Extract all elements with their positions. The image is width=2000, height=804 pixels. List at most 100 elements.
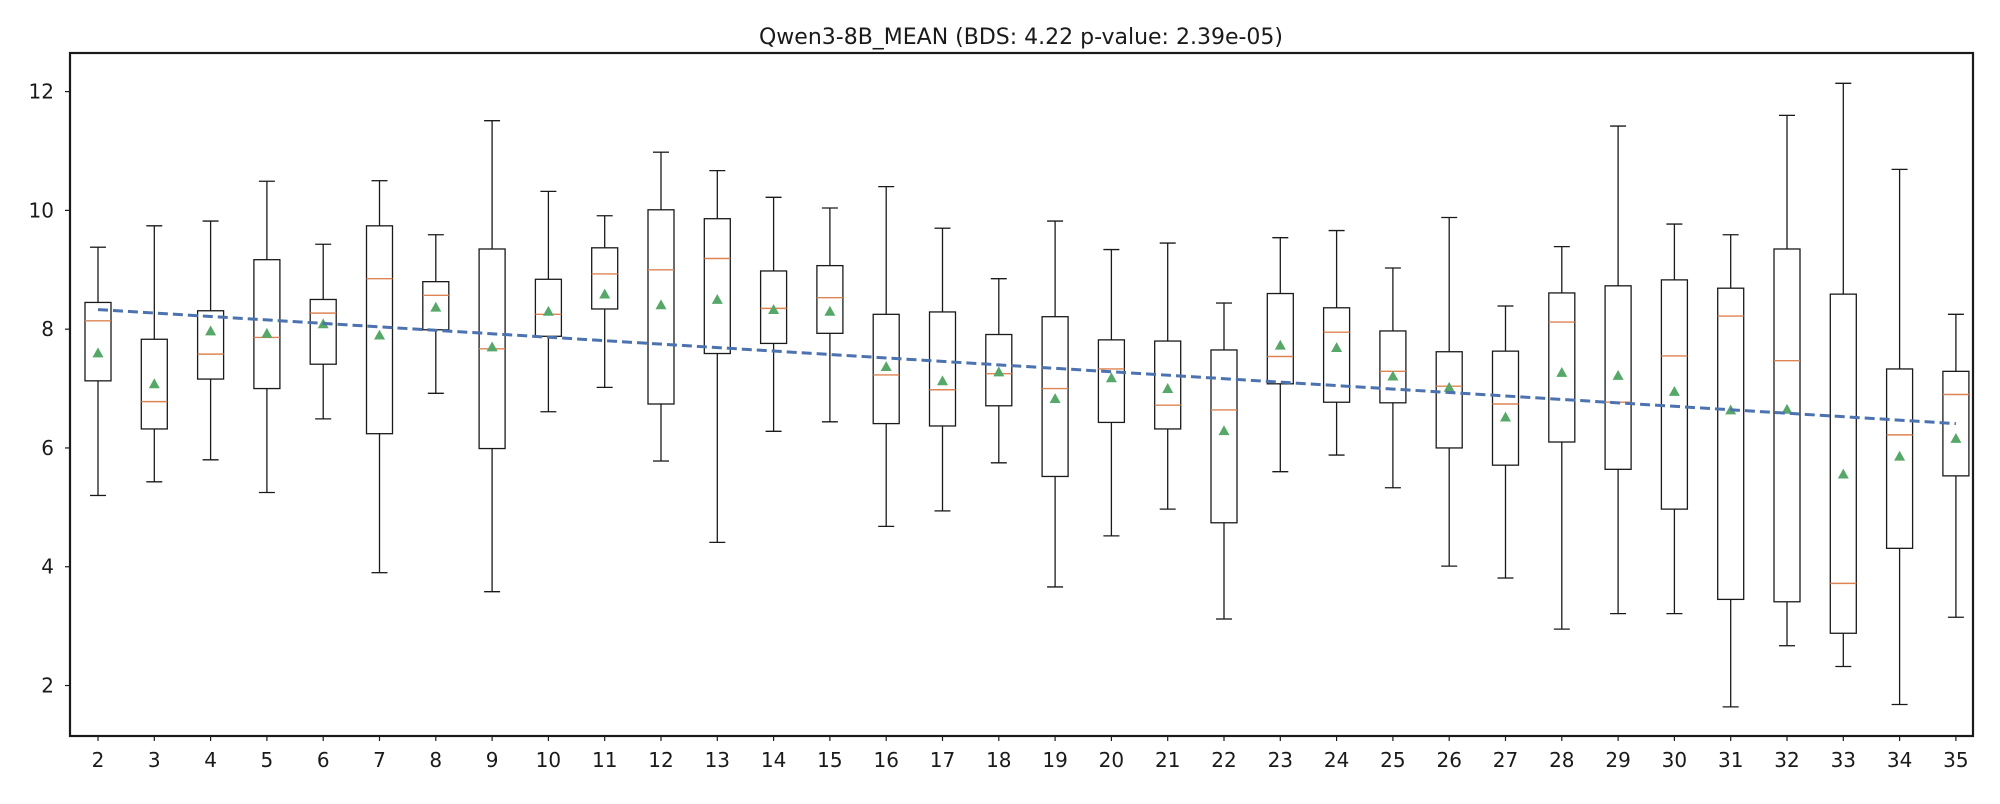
y-tick-label: 2 [41,674,54,698]
x-tick-label: 9 [486,748,499,772]
box-group-6 [309,243,337,420]
y-tick-label: 4 [41,555,54,579]
x-tick-label: 26 [1436,748,1461,772]
mean-marker [205,325,217,336]
x-tick-label: 13 [705,748,730,772]
x-tick-label: 4 [204,748,217,772]
mean-marker [1556,367,1568,377]
box-iqr [1604,285,1632,470]
box-group-3 [140,225,168,483]
mean-marker [92,347,104,358]
x-tick-label: 20 [1099,748,1124,772]
x-tick-label: 8 [429,748,442,772]
mean-marker [1443,381,1455,392]
x-tick-label: 25 [1380,748,1405,772]
box-iqr [1154,340,1182,430]
x-tick-label: 18 [986,748,1011,772]
mean-marker [824,305,836,316]
box-iqr [1717,287,1745,601]
mean-marker [1781,403,1793,414]
box-iqr [1773,248,1801,603]
x-tick-label: 10 [536,748,561,772]
mean-marker [1105,372,1117,383]
y-tick-label: 8 [41,317,54,341]
mean-marker [655,299,667,310]
mean-marker [1612,369,1624,380]
box-iqr [759,270,788,345]
box-iqr [1266,292,1294,385]
box-group-4 [196,220,225,461]
mean-marker [1500,411,1511,422]
x-tick-label: 6 [317,748,330,772]
box-iqr [1322,307,1351,403]
box-group-30 [1660,223,1689,615]
x-tick-label: 27 [1493,748,1518,772]
x-tick-label: 31 [1718,748,1743,772]
mean-marker [1894,450,1906,461]
box-iqr [140,338,168,430]
mean-marker [880,361,892,371]
trend-layer [97,308,1956,426]
box-iqr [1548,292,1576,443]
box-group-22 [1210,302,1238,620]
box-group-33 [1829,82,1857,668]
trend-line [97,308,1956,426]
x-tick-label: 35 [1943,748,1968,772]
box-iqr [1210,349,1238,524]
x-tick-label: 12 [648,748,673,772]
mean-marker [599,288,611,299]
x-tick-label: 16 [873,748,898,772]
box-group-16 [872,185,900,527]
mean-marker [1049,393,1061,404]
box-group-34 [1885,168,1914,706]
x-tick-label: 15 [817,748,842,772]
box-iqr [84,301,112,382]
box-iqr [872,313,900,425]
box-group-8 [422,234,450,394]
box-iqr [1379,330,1407,404]
mean-marker [1331,342,1343,352]
x-tick-label: 34 [1887,748,1912,772]
box-iqr [196,310,225,380]
mean-marker [261,327,273,338]
x-tick-label: 24 [1324,748,1349,772]
box-group-10 [534,190,563,413]
box-iqr [703,218,731,355]
mean-marker [1162,383,1174,393]
x-tick-label: 19 [1042,748,1067,772]
box-iqr [365,225,394,435]
box-group-7 [365,180,394,574]
box-iqr [1435,351,1463,449]
y-tick-label: 10 [29,198,54,222]
mean-marker [768,304,780,314]
x-tick-label: 30 [1662,748,1687,772]
x-tick-label: 17 [930,748,955,772]
mean-marker [937,375,948,386]
box-group-19 [1041,220,1069,588]
box-group-35 [1942,313,1970,618]
mean-marker [542,305,554,316]
box-group-28 [1548,245,1576,630]
x-tick-label: 3 [148,748,161,772]
box-iqr [309,298,337,365]
box-iqr [985,333,1013,407]
chart-title: Qwen3-8B_MEAN (BDS: 4.22 p-value: 2.39e-… [759,25,1283,50]
box-group-27 [1491,305,1520,579]
means-layer [92,288,1962,479]
x-tick-label: 14 [761,748,786,772]
box-group-2 [84,246,112,497]
box-group-29 [1604,125,1632,615]
mean-marker [993,366,1005,377]
plot-frame [68,51,1975,738]
box-iqr [1491,350,1520,466]
x-tick-label: 23 [1268,748,1293,772]
box-iqr [1885,368,1914,549]
box-group-14 [759,196,788,432]
x-tick-label: 33 [1831,748,1856,772]
box-iqr [1097,339,1126,424]
box-iqr [253,259,281,390]
box-group-21 [1154,242,1182,510]
boxes-layer [84,82,1970,708]
x-tick-label: 29 [1605,748,1630,772]
